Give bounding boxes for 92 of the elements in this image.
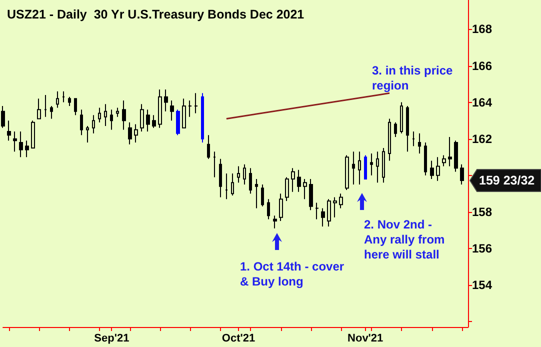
- candlestick: [110, 109, 113, 130]
- candlestick: [291, 168, 295, 192]
- annotation: 3. in this price region: [372, 64, 454, 92]
- candlestick: [297, 169, 301, 192]
- y-tick-label: 164: [472, 95, 492, 110]
- candlestick: [237, 166, 240, 184]
- candlestick: [352, 151, 355, 186]
- candlestick: [255, 178, 258, 209]
- candlestick: [406, 105, 409, 152]
- candlestick: [267, 198, 270, 220]
- candlestick: [134, 124, 138, 143]
- candlestick: [345, 154, 349, 190]
- candlestick: [74, 98, 77, 116]
- candlestick: [327, 198, 331, 228]
- candlestick: [194, 92, 198, 114]
- candlestick: [243, 164, 246, 186]
- candlestick: [418, 132, 421, 154]
- candlestick: [62, 90, 65, 103]
- y-tick-label: 158: [472, 204, 492, 219]
- candlestick: [376, 151, 379, 184]
- candlestick: [152, 114, 156, 128]
- candlestick: [80, 109, 83, 136]
- candlestick: [188, 100, 192, 118]
- candlestick: [424, 142, 427, 176]
- candlestick: [370, 152, 373, 176]
- candlestick: [140, 104, 144, 132]
- candlestick: [436, 156, 440, 182]
- candlestick: [207, 134, 210, 160]
- y-tick-label: 154: [472, 278, 492, 292]
- candlestick: [454, 140, 458, 172]
- candlestick: [339, 193, 343, 209]
- candlestick: [303, 178, 307, 200]
- candlestick: [122, 100, 126, 130]
- candlestick: [358, 151, 361, 186]
- annotation: 2. Nov 2nd - Any rally from here will stall: [364, 218, 445, 262]
- candlestick: [68, 96, 71, 106]
- text: USZ21 - Daily 30 Yr U.S.Treasury Bonds Dec 2021: [7, 8, 304, 22]
- candlestick: [37, 98, 41, 120]
- candlestick: [44, 94, 47, 118]
- candlestick: [442, 154, 446, 167]
- candlestick: [231, 173, 234, 196]
- candlestick: [92, 114, 95, 134]
- candlestick: [309, 178, 313, 211]
- candlestick: [321, 208, 325, 228]
- candlestick: [460, 164, 464, 186]
- candlestick: [176, 109, 180, 136]
- x-tick-label: Nov'21: [348, 332, 384, 344]
- candlestick: [25, 140, 29, 158]
- candlestick: [13, 131, 17, 152]
- candlestick: [448, 136, 452, 167]
- candlestick: [382, 147, 385, 184]
- text: 159 23/32: [479, 173, 535, 188]
- candlestick: [364, 154, 367, 180]
- candlestick: [164, 89, 168, 112]
- candlestick: [430, 160, 434, 180]
- candlestick: [116, 107, 119, 118]
- candlestick: [158, 89, 162, 128]
- y-tick-label: 168: [472, 22, 492, 36]
- candlestick: [279, 193, 283, 222]
- candlestick: [219, 158, 222, 198]
- candlestick: [50, 105, 53, 120]
- candlestick: [213, 151, 216, 178]
- candlestick: [333, 196, 337, 218]
- candlestick: [1, 105, 5, 128]
- y-tick-label: 166: [472, 58, 492, 73]
- candlestick: [249, 168, 252, 194]
- candlestick: [98, 107, 101, 123]
- candlestick: [388, 118, 391, 162]
- candlestick: [7, 120, 11, 142]
- candlestick: [225, 173, 228, 200]
- annotation: 1. Oct 14th - cover & Buy long: [240, 260, 344, 288]
- candlestick: [394, 122, 397, 138]
- x-tick-label: Oct'21: [222, 332, 256, 344]
- y-tick-label: 162: [472, 132, 492, 146]
- candlestick: [261, 184, 264, 207]
- candlestick: [412, 131, 415, 147]
- x-tick-label: Sep'21: [94, 332, 130, 344]
- candlestick: [273, 215, 277, 229]
- candlestick: [400, 102, 403, 134]
- candlestick: [170, 100, 174, 122]
- candlestick: [146, 109, 150, 132]
- candlestick: [315, 202, 319, 220]
- candlestick: [128, 122, 132, 145]
- candlestick: [104, 104, 107, 127]
- candlestick: [56, 90, 59, 108]
- y-tick-label: 156: [472, 241, 492, 256]
- candlestick: [182, 98, 186, 128]
- candlestick: [201, 92, 204, 143]
- candlestick: [31, 120, 35, 148]
- candlestick: [285, 176, 289, 202]
- candlestick: [86, 126, 89, 143]
- candlestick: [19, 131, 23, 158]
